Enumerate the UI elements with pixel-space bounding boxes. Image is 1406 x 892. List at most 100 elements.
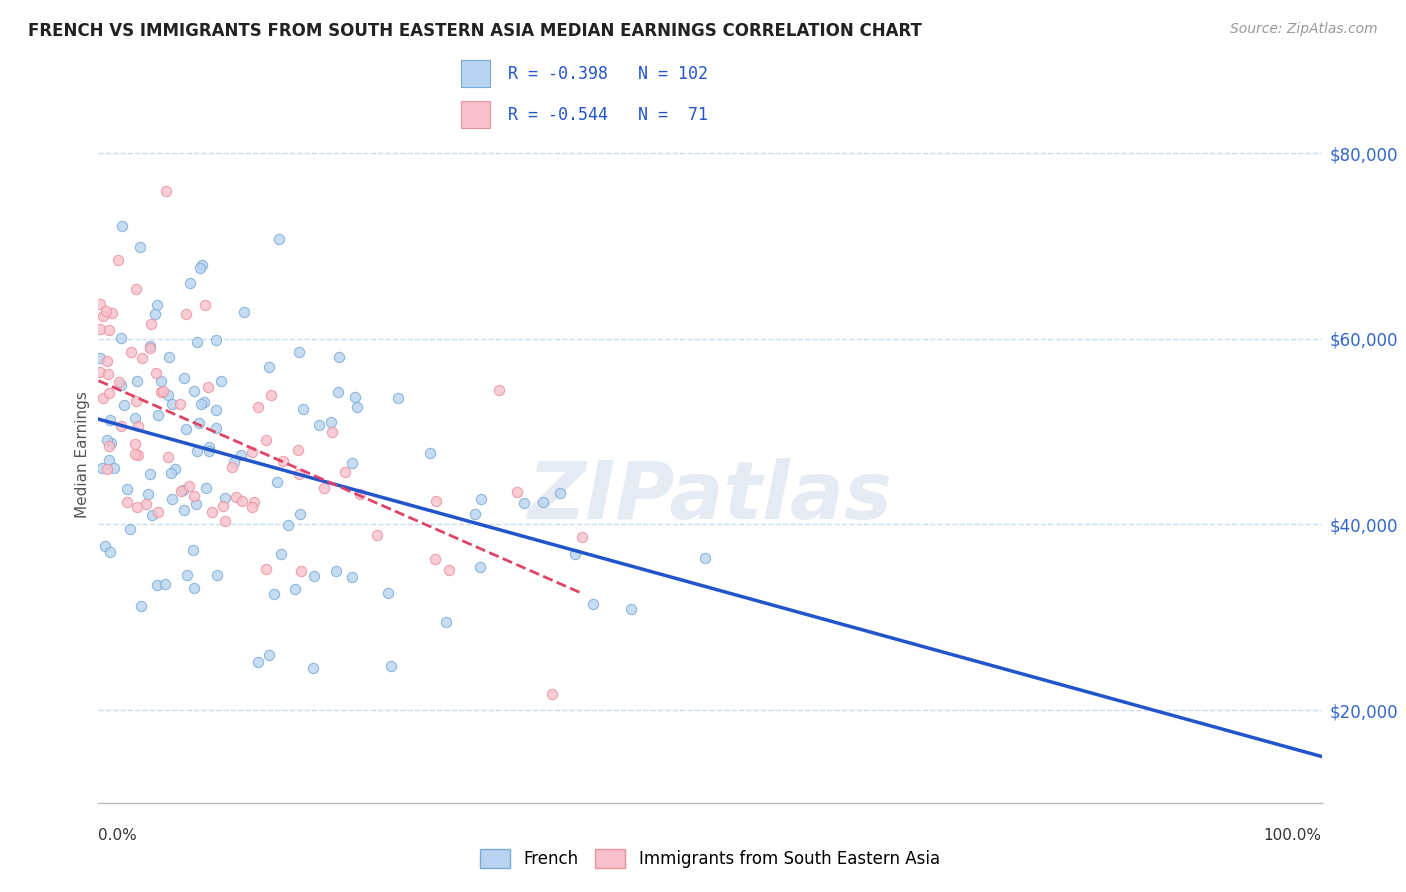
Point xyxy=(290,564,312,578)
Point xyxy=(308,418,330,433)
Point xyxy=(290,507,312,521)
Point xyxy=(571,531,593,545)
Point xyxy=(173,370,195,384)
Point xyxy=(197,444,219,458)
Bar xyxy=(461,101,491,128)
Point xyxy=(247,400,270,414)
Point xyxy=(120,522,142,536)
Point xyxy=(190,396,212,410)
Point xyxy=(89,365,111,379)
Point xyxy=(263,587,285,601)
Point xyxy=(183,384,205,398)
Point xyxy=(98,385,121,400)
Point xyxy=(377,585,399,599)
Point xyxy=(269,232,291,246)
Point xyxy=(187,417,209,431)
Point xyxy=(179,479,201,493)
Point xyxy=(548,486,571,500)
Point xyxy=(156,387,179,401)
Point xyxy=(194,298,217,312)
Point xyxy=(194,481,217,495)
Point xyxy=(127,449,149,463)
Point xyxy=(98,545,121,559)
Text: 100.0%: 100.0% xyxy=(1264,828,1322,843)
Point xyxy=(170,484,193,499)
Point xyxy=(100,436,122,450)
Point xyxy=(103,460,125,475)
Point xyxy=(101,306,124,320)
Point xyxy=(257,360,280,375)
Point xyxy=(141,317,163,331)
Point xyxy=(110,378,132,392)
Point xyxy=(231,493,253,508)
Point xyxy=(97,367,120,381)
Point xyxy=(541,687,564,701)
Point xyxy=(146,505,169,519)
Point xyxy=(380,659,402,673)
Point xyxy=(155,184,177,198)
Point xyxy=(205,568,228,582)
Point xyxy=(110,419,132,434)
Point xyxy=(464,508,486,522)
Point xyxy=(231,448,253,462)
Point xyxy=(333,465,356,479)
Point xyxy=(284,582,307,597)
Point xyxy=(179,276,201,290)
Point xyxy=(222,455,245,469)
Point xyxy=(139,339,162,353)
Point xyxy=(91,460,114,475)
Point xyxy=(143,307,166,321)
Point xyxy=(225,490,247,504)
Point xyxy=(564,547,586,561)
Point xyxy=(233,305,256,319)
Point xyxy=(127,419,149,434)
Point xyxy=(212,500,235,514)
Point xyxy=(91,309,114,323)
Point xyxy=(240,500,263,514)
Text: R = -0.544   N =  71: R = -0.544 N = 71 xyxy=(508,106,707,124)
Point xyxy=(488,383,510,397)
Point xyxy=(169,397,191,411)
Point xyxy=(247,655,270,669)
Point xyxy=(328,351,350,365)
Point xyxy=(343,390,366,404)
Point xyxy=(176,307,198,321)
Point xyxy=(115,495,138,509)
Point xyxy=(340,456,363,470)
Point xyxy=(214,491,236,505)
Point xyxy=(277,517,299,532)
Point xyxy=(321,425,343,439)
Y-axis label: Median Earnings: Median Earnings xyxy=(75,392,90,518)
Point xyxy=(254,561,277,575)
Point xyxy=(270,547,292,561)
Point xyxy=(108,375,131,389)
Point xyxy=(193,395,215,409)
Point xyxy=(321,415,343,429)
Point xyxy=(260,388,283,402)
Point xyxy=(136,487,159,501)
Point xyxy=(125,394,148,409)
Point xyxy=(205,421,228,435)
Point xyxy=(89,322,111,336)
Point xyxy=(150,384,173,399)
Point xyxy=(186,334,208,349)
Point xyxy=(198,440,221,454)
Point xyxy=(98,413,121,427)
Point xyxy=(139,467,162,482)
Point xyxy=(98,323,121,337)
Point xyxy=(94,539,117,553)
Point xyxy=(190,258,212,272)
Point xyxy=(434,615,457,629)
Point xyxy=(325,565,347,579)
Point xyxy=(271,454,294,468)
Point xyxy=(125,282,148,296)
Bar xyxy=(461,60,491,87)
Point xyxy=(186,497,208,511)
Point xyxy=(312,481,335,495)
Point xyxy=(112,398,135,412)
Point xyxy=(163,462,186,476)
Point xyxy=(437,563,460,577)
Point xyxy=(125,374,148,388)
Point xyxy=(291,402,314,417)
Point xyxy=(340,570,363,584)
